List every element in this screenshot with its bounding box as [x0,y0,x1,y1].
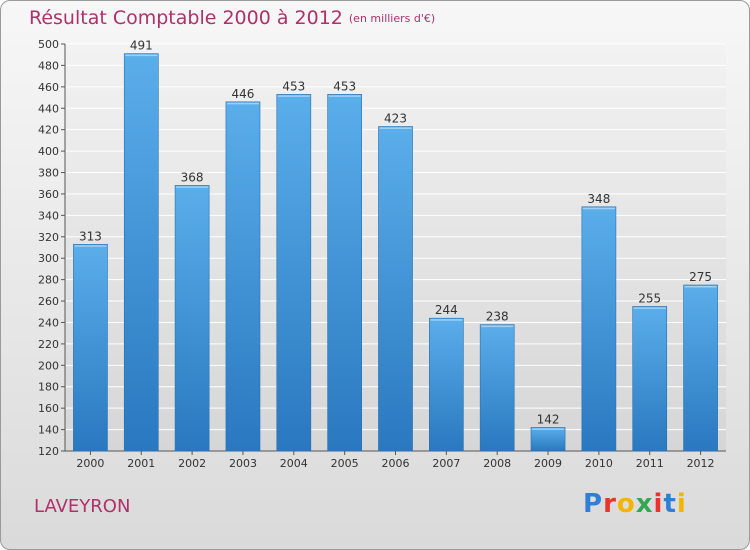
x-tick-label: 2003 [229,457,257,470]
y-tick-label: 340 [38,209,59,222]
bar-highlight [328,95,361,97]
bar-highlight [379,127,412,129]
y-tick-label: 200 [38,359,59,372]
logo-letter: o [616,489,636,519]
chart-title: Résultat Comptable 2000 à 2012 (en millie… [29,7,435,29]
bar-highlight [176,186,209,188]
bar-highlight [633,307,666,309]
data-label: 368 [181,170,204,184]
x-tick-label: 2006 [382,457,410,470]
data-label: 313 [79,229,102,243]
chart-subtitle: (en milliers d'€) [348,12,436,25]
bar-highlight [481,325,514,328]
x-tick-label: 2005 [331,457,359,470]
bar [429,317,464,452]
y-tick-label: 240 [38,316,59,329]
bar-highlight [430,319,463,321]
y-tick-label: 460 [38,81,59,94]
bar [581,206,617,452]
y-tick-label: 300 [38,252,59,265]
bar [174,185,210,452]
bar-highlight [277,95,310,97]
x-tick-label: 2004 [280,457,308,470]
data-label: 446 [232,87,255,101]
y-tick-label: 380 [38,167,59,180]
x-tick-label: 2008 [483,457,511,470]
data-label: 275 [689,270,712,284]
bar [479,324,515,452]
bar [327,94,362,452]
x-tick-label: 2009 [534,457,562,470]
bar-highlight [532,428,565,430]
data-label: 255 [638,291,661,305]
data-label: 453 [333,79,356,93]
y-tick-label: 440 [38,102,59,115]
x-tick-label: 2002 [178,457,206,470]
y-tick-label: 280 [38,274,59,287]
bar [73,243,108,452]
y-tick-label: 420 [38,124,59,137]
bar-highlight [226,102,259,105]
bar [276,94,312,452]
y-tick-label: 120 [38,445,59,458]
data-label: 491 [130,39,153,53]
y-tick-label: 260 [38,295,59,308]
y-tick-label: 480 [38,59,59,72]
data-label: 348 [587,192,610,206]
place-name: LAVEYRON [34,496,131,517]
bar [378,126,413,452]
bar-highlight [74,245,107,247]
x-tick-label: 2011 [636,457,664,470]
title-text: Résultat Comptable 2000 à 2012 [29,7,343,29]
bar-highlight [582,207,615,210]
bar-highlight [125,54,158,57]
bar [530,427,566,452]
bar-highlight [684,285,717,288]
data-label: 453 [282,79,305,93]
y-tick-label: 400 [38,145,59,158]
x-tick-label: 2000 [76,457,104,470]
bar [632,306,668,452]
y-tick-label: 220 [38,338,59,351]
x-tick-label: 2012 [687,457,715,470]
bar [123,53,159,452]
y-tick-label: 140 [38,424,59,437]
data-label: 238 [486,310,509,324]
y-tick-label: 180 [38,381,59,394]
x-tick-label: 2007 [432,457,460,470]
data-label: 423 [384,111,407,125]
logo-letter: x [635,489,654,519]
logo-letter: i [676,489,687,519]
y-tick-label: 320 [38,231,59,244]
data-label: 244 [435,303,458,317]
logo-letter: r [603,489,617,519]
y-tick-label: 160 [38,402,59,415]
y-tick-label: 500 [38,38,59,51]
x-tick-label: 2010 [585,457,613,470]
logo-letter: t [663,489,677,519]
bar [225,101,261,452]
logo-letter: i [653,489,664,519]
logo-letter: P [583,489,604,519]
y-tick-label: 360 [38,188,59,201]
x-tick-label: 2001 [127,457,155,470]
bar [683,284,718,452]
proxiti-logo: Proxiti [583,489,687,519]
data-label: 142 [537,412,560,426]
